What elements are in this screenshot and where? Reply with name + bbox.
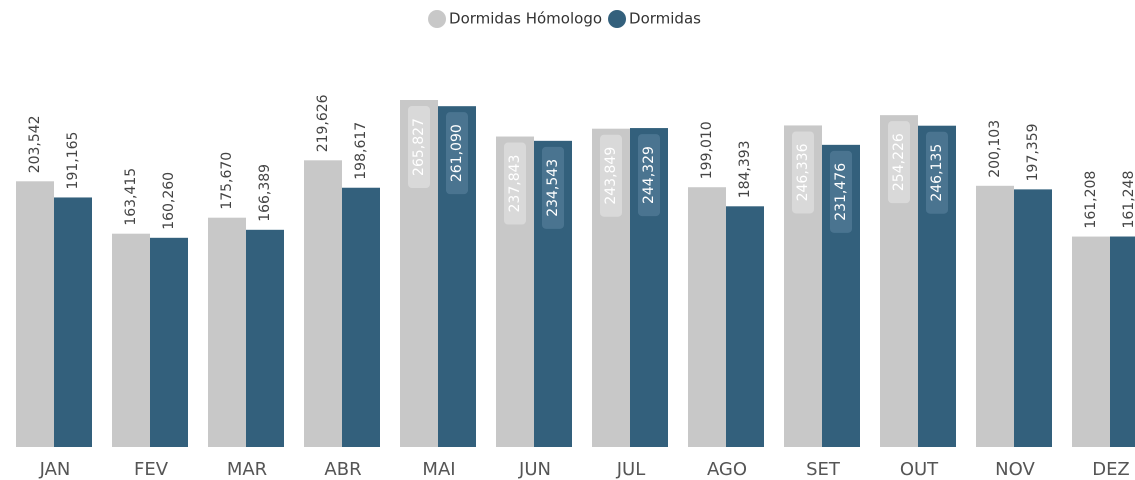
value-label: 161,208 xyxy=(1083,171,1099,229)
value-label: 219,626 xyxy=(315,94,331,152)
value-label-bg xyxy=(504,142,526,225)
x-tick-label: FEV xyxy=(134,459,169,480)
bar xyxy=(976,185,1014,447)
legend-marker xyxy=(428,10,447,28)
value-label: 200,103 xyxy=(987,120,1003,178)
value-label-bg xyxy=(542,146,564,229)
value-label: 244,329 xyxy=(641,146,657,204)
value-label-bg xyxy=(408,106,430,188)
x-tick-label: AGO xyxy=(707,459,747,480)
value-label-bg xyxy=(446,112,468,195)
value-label: 231,476 xyxy=(833,163,849,221)
legend-label: Dormidas Hómologo xyxy=(449,10,602,28)
legend-marker xyxy=(608,10,627,28)
bar xyxy=(54,197,92,447)
x-tick-label: DEZ xyxy=(1092,459,1130,480)
value-label: 199,010 xyxy=(699,121,715,179)
value-label: 160,260 xyxy=(161,172,177,230)
value-label: 184,393 xyxy=(737,140,753,198)
bar xyxy=(208,217,246,447)
value-label: 254,226 xyxy=(891,133,907,191)
x-tick-label: SET xyxy=(806,459,841,480)
value-label: 261,090 xyxy=(449,124,465,182)
value-label: 197,359 xyxy=(1025,123,1041,181)
x-tick-label: OUT xyxy=(900,459,939,480)
bar xyxy=(1014,189,1052,447)
value-label: 163,415 xyxy=(123,168,139,226)
value-label: 265,827 xyxy=(411,118,427,176)
value-label: 234,543 xyxy=(545,159,561,217)
bar xyxy=(1072,236,1110,447)
bar xyxy=(246,229,284,447)
x-tick-label: JAN xyxy=(39,459,71,480)
value-label-bg xyxy=(888,121,910,204)
value-label: 203,542 xyxy=(27,115,43,173)
value-label: 166,389 xyxy=(257,164,273,222)
value-label: 198,617 xyxy=(353,122,369,180)
x-tick-label: MAR xyxy=(227,459,267,480)
value-label-bg xyxy=(830,150,852,233)
value-label: 237,843 xyxy=(507,155,523,213)
value-label: 175,670 xyxy=(219,152,235,210)
x-tick-label: JUL xyxy=(616,459,646,480)
legend-label: Dormidas xyxy=(629,10,701,28)
value-label-bg xyxy=(638,134,660,217)
value-label: 243,849 xyxy=(603,147,619,205)
value-label-bg xyxy=(792,131,814,214)
bar xyxy=(150,237,188,447)
bar xyxy=(16,181,54,447)
x-tick-label: NOV xyxy=(995,459,1035,480)
value-label: 161,248 xyxy=(1121,171,1135,229)
value-label: 191,165 xyxy=(65,132,81,190)
x-tick-label: MAI xyxy=(422,459,455,480)
x-tick-label: ABR xyxy=(324,459,361,480)
bar xyxy=(688,187,726,447)
legend: Dormidas Hómologo Dormidas xyxy=(428,10,701,28)
bar xyxy=(112,233,150,447)
x-tick-label: JUN xyxy=(518,459,551,480)
value-label-bg xyxy=(600,134,622,217)
value-label: 246,336 xyxy=(795,143,811,201)
bar xyxy=(304,160,342,447)
bar xyxy=(342,187,380,447)
bar xyxy=(1110,236,1135,447)
value-label: 246,135 xyxy=(929,144,945,202)
bar xyxy=(726,206,764,447)
value-label-bg xyxy=(926,131,948,214)
